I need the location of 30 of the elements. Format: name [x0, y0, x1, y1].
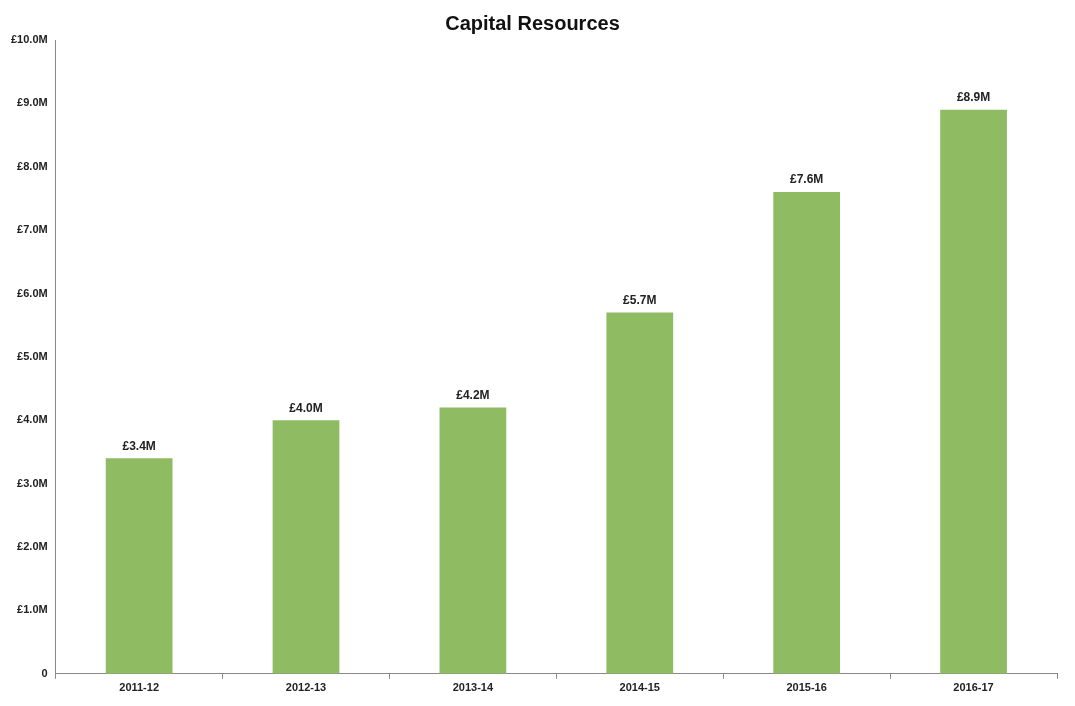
bar [940, 109, 1007, 674]
y-tick-label: £4.0M [17, 413, 48, 426]
x-tick-label: 2012-13 [285, 681, 327, 694]
bar [773, 192, 841, 674]
data-label: £8.9M [956, 90, 991, 105]
bar [439, 407, 507, 674]
y-tick-label: £9.0M [17, 96, 48, 109]
bar [272, 420, 340, 674]
y-tick-label: £5.0M [17, 349, 48, 362]
y-tick-label: £3.0M [17, 476, 48, 489]
y-tick-label: £1.0M [17, 603, 48, 616]
chart-title: Capital Resources [445, 11, 620, 34]
y-tick-label: 0 [41, 666, 48, 679]
x-tick-label: 2013-14 [452, 681, 494, 694]
x-tick-label: 2015-16 [786, 681, 827, 694]
x-tick-label: 2011-12 [119, 681, 160, 694]
y-tick-label: £2.0M [17, 540, 48, 553]
x-tick-label: 2014-15 [619, 681, 660, 694]
y-tick-label: £8.0M [17, 159, 48, 172]
data-label: £3.4M [122, 438, 156, 453]
bar [606, 312, 674, 674]
y-tick-label: £7.0M [17, 223, 48, 236]
data-label: £5.7M [623, 292, 657, 307]
y-tick-label: £6.0M [17, 286, 48, 299]
data-label: £4.2M [456, 387, 490, 402]
data-label: £4.0M [289, 400, 323, 415]
bar [105, 458, 173, 674]
y-tick-label: £10.0M [10, 33, 48, 46]
data-label: £7.6M [789, 172, 824, 187]
x-tick-label: 2016-17 [953, 681, 994, 694]
